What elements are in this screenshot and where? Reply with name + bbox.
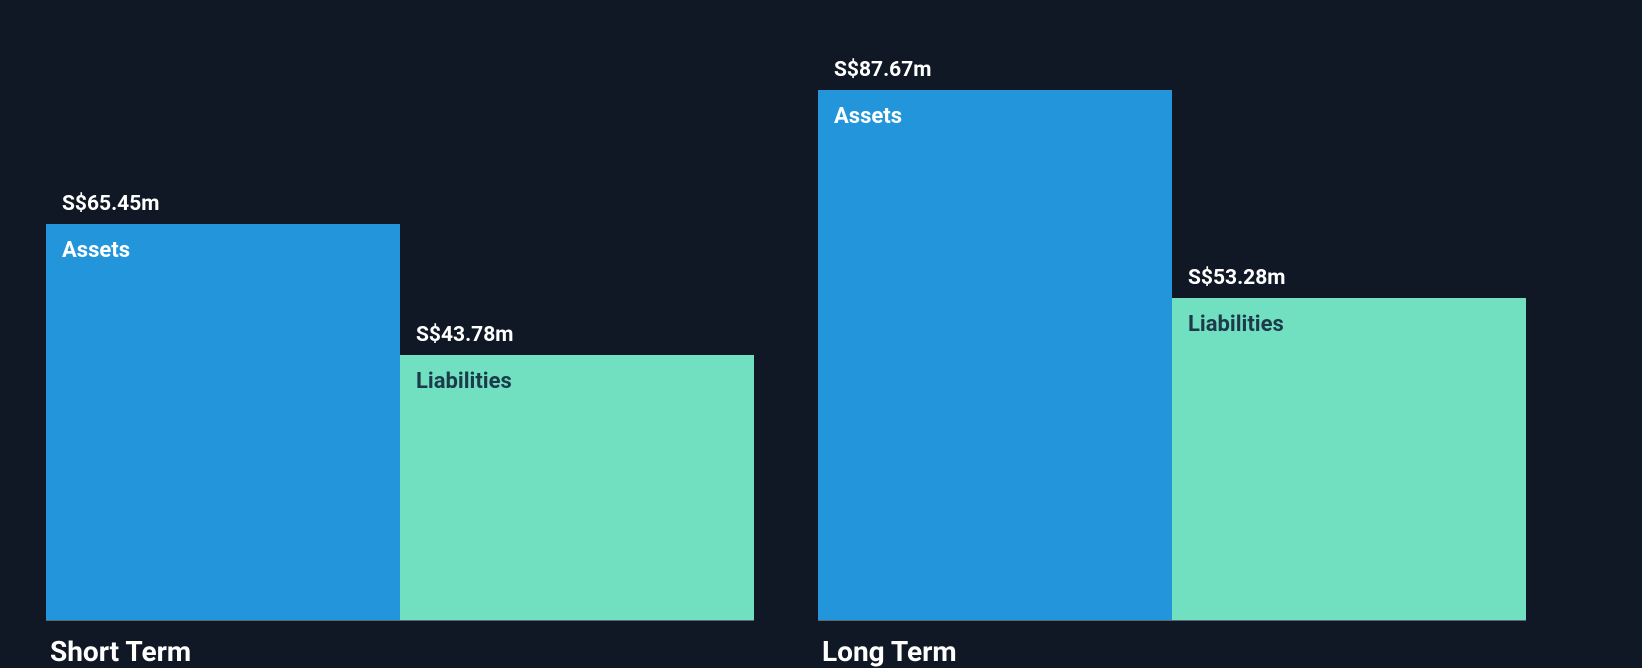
chart-canvas: S$65.45mAssetsS$43.78mLiabilitiesShort T… [0, 0, 1642, 668]
bar-value-label: S$43.78m [416, 323, 513, 347]
group-title-short_term: Short Term [50, 635, 754, 668]
bar-long_term-assets: S$87.67mAssets [818, 90, 1172, 620]
bar-inner-label: Liabilities [416, 369, 512, 394]
group-long_term: S$87.67mAssetsS$53.28mLiabilitiesLong Te… [818, 90, 1526, 668]
group-short_term: S$65.45mAssetsS$43.78mLiabilitiesShort T… [46, 224, 754, 668]
bar-value-label: S$65.45m [62, 192, 159, 216]
bar-short_term-assets: S$65.45mAssets [46, 224, 400, 620]
group-title-long_term: Long Term [822, 635, 1526, 668]
bar-long_term-liabilities: S$53.28mLiabilities [1172, 298, 1526, 620]
bars-row: S$87.67mAssetsS$53.28mLiabilities [818, 90, 1526, 621]
bar-value-label: S$53.28m [1188, 266, 1285, 290]
bars-row: S$65.45mAssetsS$43.78mLiabilities [46, 224, 754, 621]
bar-inner-label: Assets [62, 238, 130, 263]
bar-inner-label: Liabilities [1188, 312, 1284, 337]
bar-inner-label: Assets [834, 104, 902, 129]
bar-value-label: S$87.67m [834, 58, 931, 82]
bar-short_term-liabilities: S$43.78mLiabilities [400, 355, 754, 620]
